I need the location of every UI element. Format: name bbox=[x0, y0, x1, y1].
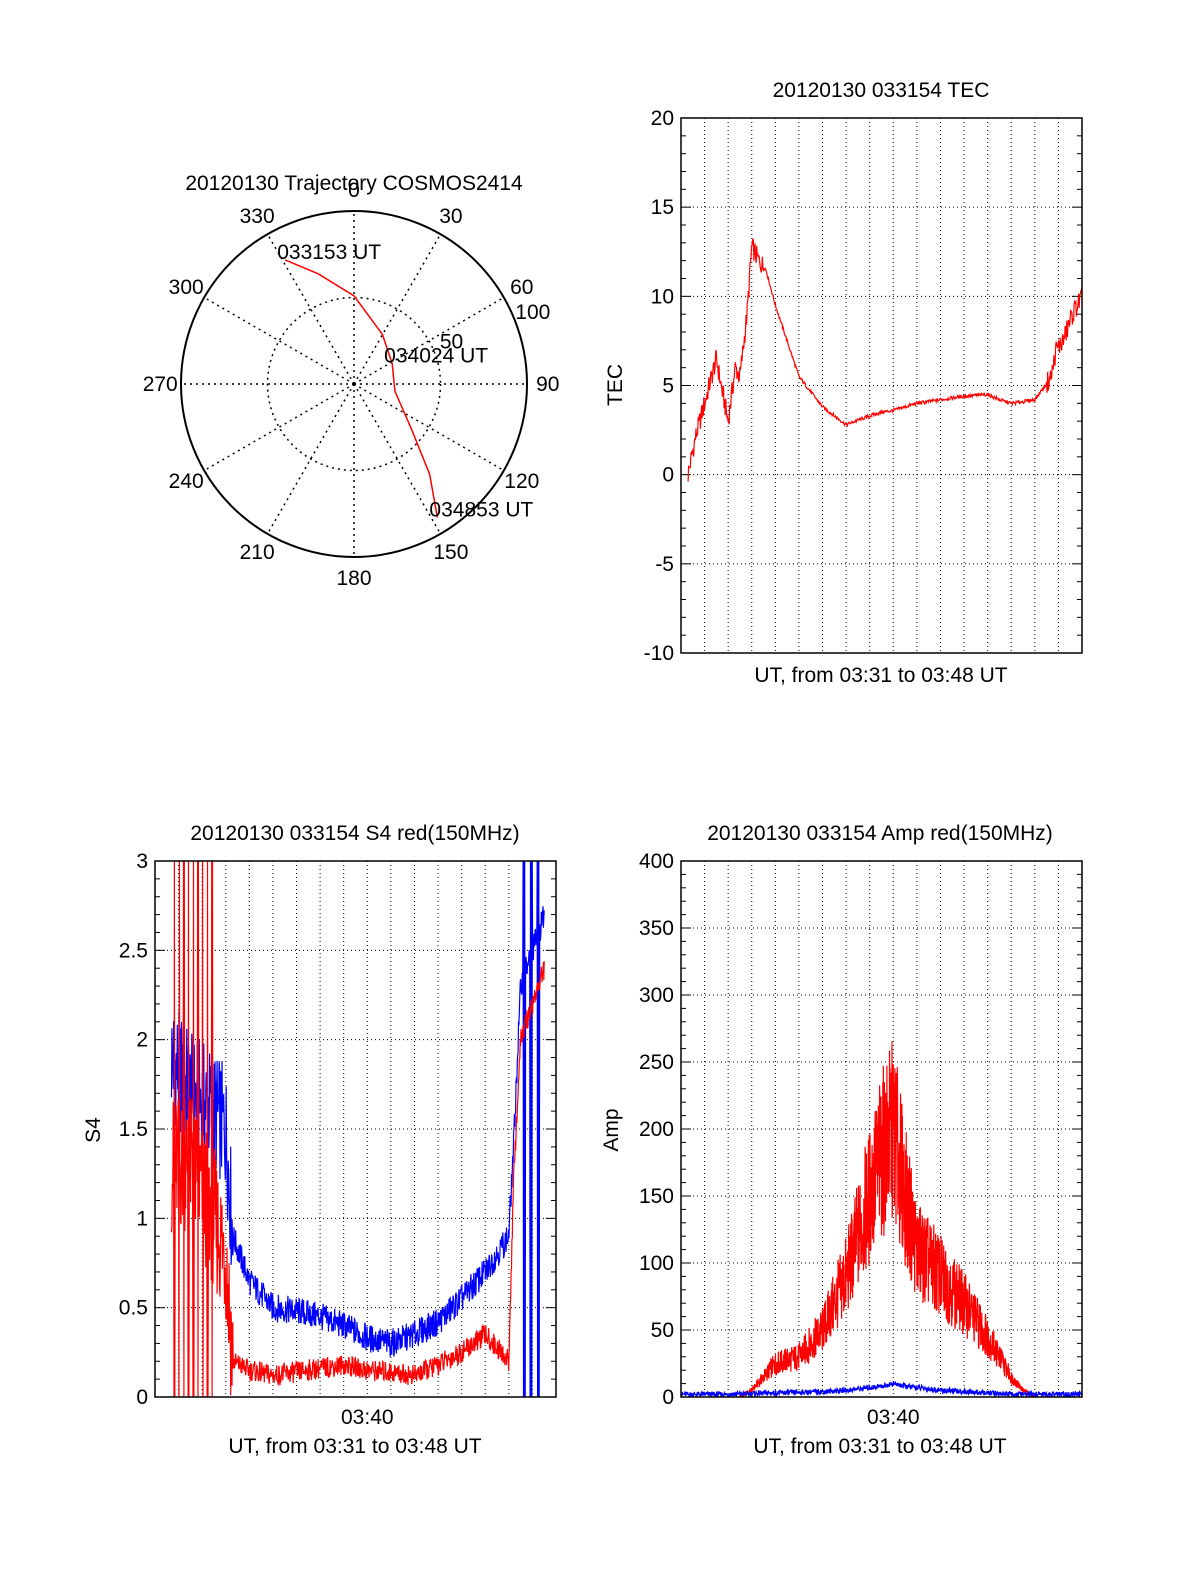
polar-spoke bbox=[353, 296, 505, 385]
polar-azimuth-label: 180 bbox=[336, 567, 371, 590]
amp-plot-area: 0 50 100 150 200 250 300 350 400 03:40 bbox=[639, 850, 1083, 1429]
plot-frame bbox=[680, 117, 1083, 654]
polar-outer-ring bbox=[180, 210, 528, 558]
plot-frame bbox=[154, 860, 557, 1398]
tec-panel: 20120130 033154 TEC -10 -5 0 5 10 15 20 UT, fr… bbox=[604, 79, 1083, 687]
y-tick-label: 0 bbox=[662, 464, 674, 487]
polar-annotations: 033153 UT 034024 UT 034853 UT bbox=[277, 241, 533, 522]
tec-xlabel: UT, from 03:31 to 03:48 UT bbox=[754, 664, 1007, 687]
y-tick-label: 100 bbox=[639, 1252, 674, 1275]
polar-spoke bbox=[266, 233, 355, 385]
polar-azimuth-label: 30 bbox=[439, 205, 462, 228]
y-tick-label: 0.5 bbox=[119, 1297, 148, 1320]
polar-azimuth-label: 330 bbox=[240, 205, 275, 228]
polar-panel: 20120130 Trajectory COSMOS2414 0 30 60 90 12… bbox=[143, 172, 560, 590]
y-tick-label: 300 bbox=[639, 984, 674, 1007]
y-tick-label: 2 bbox=[136, 1029, 148, 1052]
y-tick-label: 2.5 bbox=[119, 939, 148, 962]
series-line bbox=[170, 861, 545, 1397]
s4-title: 20120130 033154 S4 red(150MHz) bbox=[190, 822, 519, 845]
plot-frame bbox=[680, 860, 1083, 1398]
series-line bbox=[687, 238, 1082, 482]
polar-radial-label: 100 bbox=[515, 301, 550, 324]
polar-spoke bbox=[203, 383, 355, 472]
polar-azimuth-label: 240 bbox=[169, 470, 204, 493]
s4-plot-area: 0 0.5 1 1.5 2 2.5 3 03:40 bbox=[119, 850, 557, 1429]
y-tick-label: 0 bbox=[662, 1386, 674, 1409]
series-line bbox=[170, 861, 545, 1397]
y-tick-label: 5 bbox=[662, 375, 674, 398]
amp-xlabel: UT, from 03:31 to 03:48 UT bbox=[753, 1435, 1006, 1458]
polar-trajectory-line bbox=[284, 259, 439, 518]
y-tick-label: 1 bbox=[136, 1207, 148, 1230]
polar-spoke bbox=[353, 233, 442, 385]
polar-spoke bbox=[203, 296, 355, 385]
amp-title: 20120130 033154 Amp red(150MHz) bbox=[707, 822, 1053, 845]
polar-azimuth-label: 300 bbox=[169, 276, 204, 299]
polar-spoke bbox=[353, 383, 505, 472]
y-tick-label: 50 bbox=[651, 1319, 674, 1342]
polar-azimuth-label: 0 bbox=[348, 179, 360, 202]
polar-time-annotation: 034024 UT bbox=[384, 345, 488, 368]
y-tick-label: 15 bbox=[651, 196, 674, 219]
polar-azimuth-labels: 0 30 60 90 120 150 180 210 240 270 300 330 bbox=[143, 179, 560, 590]
tec-ylabel: TEC bbox=[604, 364, 627, 406]
polar-grid bbox=[180, 210, 528, 558]
polar-spoke bbox=[353, 383, 442, 535]
x-tick-label: 03:40 bbox=[867, 1406, 920, 1429]
y-tick-label: 350 bbox=[639, 917, 674, 940]
amp-ylabel: Amp bbox=[600, 1108, 623, 1151]
y-tick-label: 0 bbox=[136, 1386, 148, 1409]
polar-radial-ring bbox=[266, 296, 442, 472]
polar-title: 20120130 Trajectory COSMOS2414 bbox=[185, 172, 523, 195]
polar-azimuth-label: 90 bbox=[536, 373, 559, 396]
s4-ylabel: S4 bbox=[82, 1117, 105, 1143]
y-tick-label: 200 bbox=[639, 1118, 674, 1141]
y-tick-label: 3 bbox=[136, 850, 148, 873]
polar-azimuth-label: 60 bbox=[510, 276, 533, 299]
series-line bbox=[739, 1041, 1036, 1397]
polar-azimuth-label: 270 bbox=[143, 373, 178, 396]
polar-time-annotation: 033153 UT bbox=[277, 241, 381, 264]
series-line bbox=[681, 1381, 1082, 1397]
tec-plot-area: -10 -5 0 5 10 15 20 bbox=[644, 107, 1083, 665]
polar-radial-labels: 50 100 bbox=[440, 301, 550, 354]
tec-title: 20120130 033154 TEC bbox=[773, 79, 990, 102]
y-tick-label: -10 bbox=[644, 642, 674, 665]
polar-azimuth-label: 150 bbox=[433, 541, 468, 564]
polar-trajectory bbox=[284, 259, 439, 518]
y-tick-label: 1.5 bbox=[119, 1118, 148, 1141]
y-tick-label: 400 bbox=[639, 850, 674, 873]
polar-azimuth-label: 120 bbox=[504, 470, 539, 493]
y-tick-label: -5 bbox=[655, 553, 674, 576]
y-tick-label: 150 bbox=[639, 1185, 674, 1208]
polar-radial-label: 50 bbox=[440, 330, 463, 353]
s4-xlabel: UT, from 03:31 to 03:48 UT bbox=[228, 1435, 481, 1458]
polar-spoke bbox=[266, 383, 355, 535]
s4-panel: 20120130 033154 S4 red(150MHz) 0 0.5 1 1.5 2… bbox=[82, 822, 557, 1458]
x-tick-label: 03:40 bbox=[341, 1406, 394, 1429]
polar-azimuth-label: 210 bbox=[240, 541, 275, 564]
y-tick-label: 10 bbox=[651, 285, 674, 308]
y-tick-label: 250 bbox=[639, 1051, 674, 1074]
amp-panel: 20120130 033154 Amp red(150MHz) 0 50 100 15… bbox=[600, 822, 1083, 1458]
polar-time-annotation: 034853 UT bbox=[429, 499, 533, 522]
y-tick-label: 20 bbox=[651, 107, 674, 130]
